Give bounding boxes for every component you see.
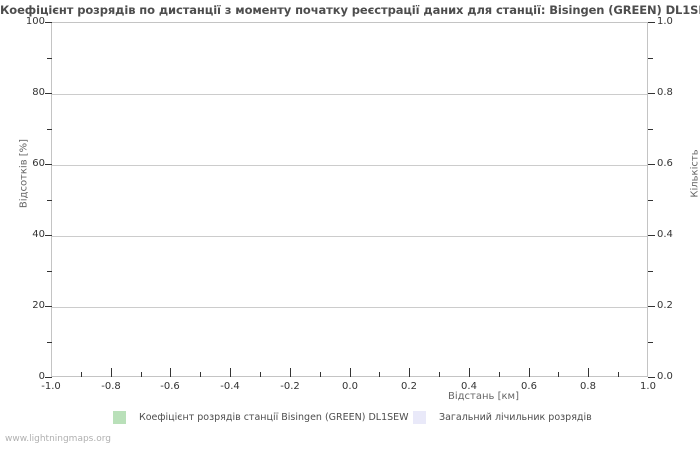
x-axis-minor-tick <box>618 372 619 377</box>
y-axis-tick-label-right: 0.6 <box>657 158 673 169</box>
x-axis-tick <box>529 368 530 377</box>
y-axis-tick-label-right: 0.2 <box>657 300 673 311</box>
legend-item-label: Коефіцієнт розрядів станції Bisingen (GR… <box>139 411 409 423</box>
y-axis-tick-label-left: 100 <box>25 16 45 27</box>
x-axis-tick-label: 0.2 <box>401 381 417 392</box>
x-axis-minor-tick <box>558 372 559 377</box>
x-axis-minor-tick <box>200 372 201 377</box>
x-axis-tick <box>170 368 171 377</box>
x-axis-tick-label: 0.4 <box>461 381 477 392</box>
y-axis-tick-label-left: 40 <box>32 229 45 240</box>
x-axis-minor-tick <box>499 372 500 377</box>
y-axis-minor-tick-left <box>47 271 52 272</box>
y-axis-tick-label-left: 80 <box>32 87 45 98</box>
y-axis-minor-tick-right <box>648 58 653 59</box>
x-axis-tick-label: 1.0 <box>640 381 656 392</box>
legend-item-total-counter[interactable]: Загальний лічильник розрядів <box>413 409 592 425</box>
y-axis-tick-label-left: 20 <box>32 300 45 311</box>
x-axis-tick <box>588 368 589 377</box>
y-axis-tick-left <box>45 377 52 378</box>
x-axis-tick-label: -0.6 <box>160 381 180 392</box>
x-axis-minor-tick <box>260 372 261 377</box>
y-axis-tick-label-right: 1.0 <box>657 16 673 27</box>
y-axis-tick-left <box>45 235 52 236</box>
plot-area <box>51 22 648 377</box>
x-axis-minor-tick <box>439 372 440 377</box>
y-axis-tick-right <box>648 164 655 165</box>
watermark-link[interactable]: www.lightningmaps.org <box>5 434 111 444</box>
y-axis-tick-right <box>648 377 655 378</box>
y-axis-tick-label-right: 0.8 <box>657 87 673 98</box>
x-axis-tick-label: -0.4 <box>220 381 240 392</box>
chart-legend: Коефіцієнт розрядів станції Bisingen (GR… <box>0 409 700 431</box>
x-axis-tick <box>409 368 410 377</box>
plot-inner-canvas <box>52 23 647 376</box>
x-axis-tick-label: 0.8 <box>580 381 596 392</box>
y-axis-minor-tick-left <box>47 342 52 343</box>
y-axis-minor-tick-left <box>47 200 52 201</box>
y-axis-tick-label-left: 60 <box>32 158 45 169</box>
gridline-horizontal <box>52 94 647 95</box>
x-axis-title: Відстань [км] <box>448 391 520 402</box>
y-axis-tick-left <box>45 164 52 165</box>
x-axis-tick-label: 0.0 <box>342 381 358 392</box>
y-axis-tick-label-right: 0.0 <box>657 371 673 382</box>
y-axis-tick-left <box>45 93 52 94</box>
x-axis-tick-label: 0.6 <box>521 381 537 392</box>
x-axis-tick-label: -1.0 <box>41 381 61 392</box>
y-axis-minor-tick-right <box>648 271 653 272</box>
y-axis-tick-left <box>45 306 52 307</box>
y-axis-title-right: Кількість <box>689 149 700 198</box>
x-axis-tick-label: -0.2 <box>280 381 300 392</box>
y-axis-tick-right <box>648 93 655 94</box>
y-axis-tick-right <box>648 22 655 23</box>
y-axis-tick-right <box>648 235 655 236</box>
gridline-horizontal <box>52 165 647 166</box>
y-axis-tick-right <box>648 306 655 307</box>
legend-item-label: Загальний лічильник розрядів <box>439 411 592 423</box>
legend-item-discharge-rate[interactable]: Коефіцієнт розрядів станції Bisingen (GR… <box>113 409 409 425</box>
gridline-horizontal <box>52 307 647 308</box>
y-axis-title-left: Відсотків [%] <box>18 138 30 209</box>
y-axis-tick-label-right: 0.4 <box>657 229 673 240</box>
y-axis-minor-tick-left <box>47 58 52 59</box>
x-axis-minor-tick <box>379 372 380 377</box>
legend-color-swatch <box>113 410 126 424</box>
y-axis-minor-tick-right <box>648 200 653 201</box>
x-axis-tick <box>290 368 291 377</box>
chart-title: Коефіцієнт розрядів по дистанції з момен… <box>0 3 700 17</box>
y-axis-tick-left <box>45 22 52 23</box>
y-axis-minor-tick-left <box>47 129 52 130</box>
x-axis-tick <box>111 368 112 377</box>
y-axis-minor-tick-right <box>648 129 653 130</box>
y-axis-minor-tick-right <box>648 342 653 343</box>
x-axis-tick <box>350 368 351 377</box>
x-axis-minor-tick <box>320 372 321 377</box>
x-axis-minor-tick <box>141 372 142 377</box>
x-axis-minor-tick <box>81 372 82 377</box>
legend-color-swatch <box>413 410 426 424</box>
x-axis-tick-label: -0.8 <box>101 381 121 392</box>
x-axis-tick <box>230 368 231 377</box>
x-axis-tick <box>469 368 470 377</box>
gridline-horizontal <box>52 236 647 237</box>
y-axis-tick-label-left: 0 <box>38 371 45 382</box>
